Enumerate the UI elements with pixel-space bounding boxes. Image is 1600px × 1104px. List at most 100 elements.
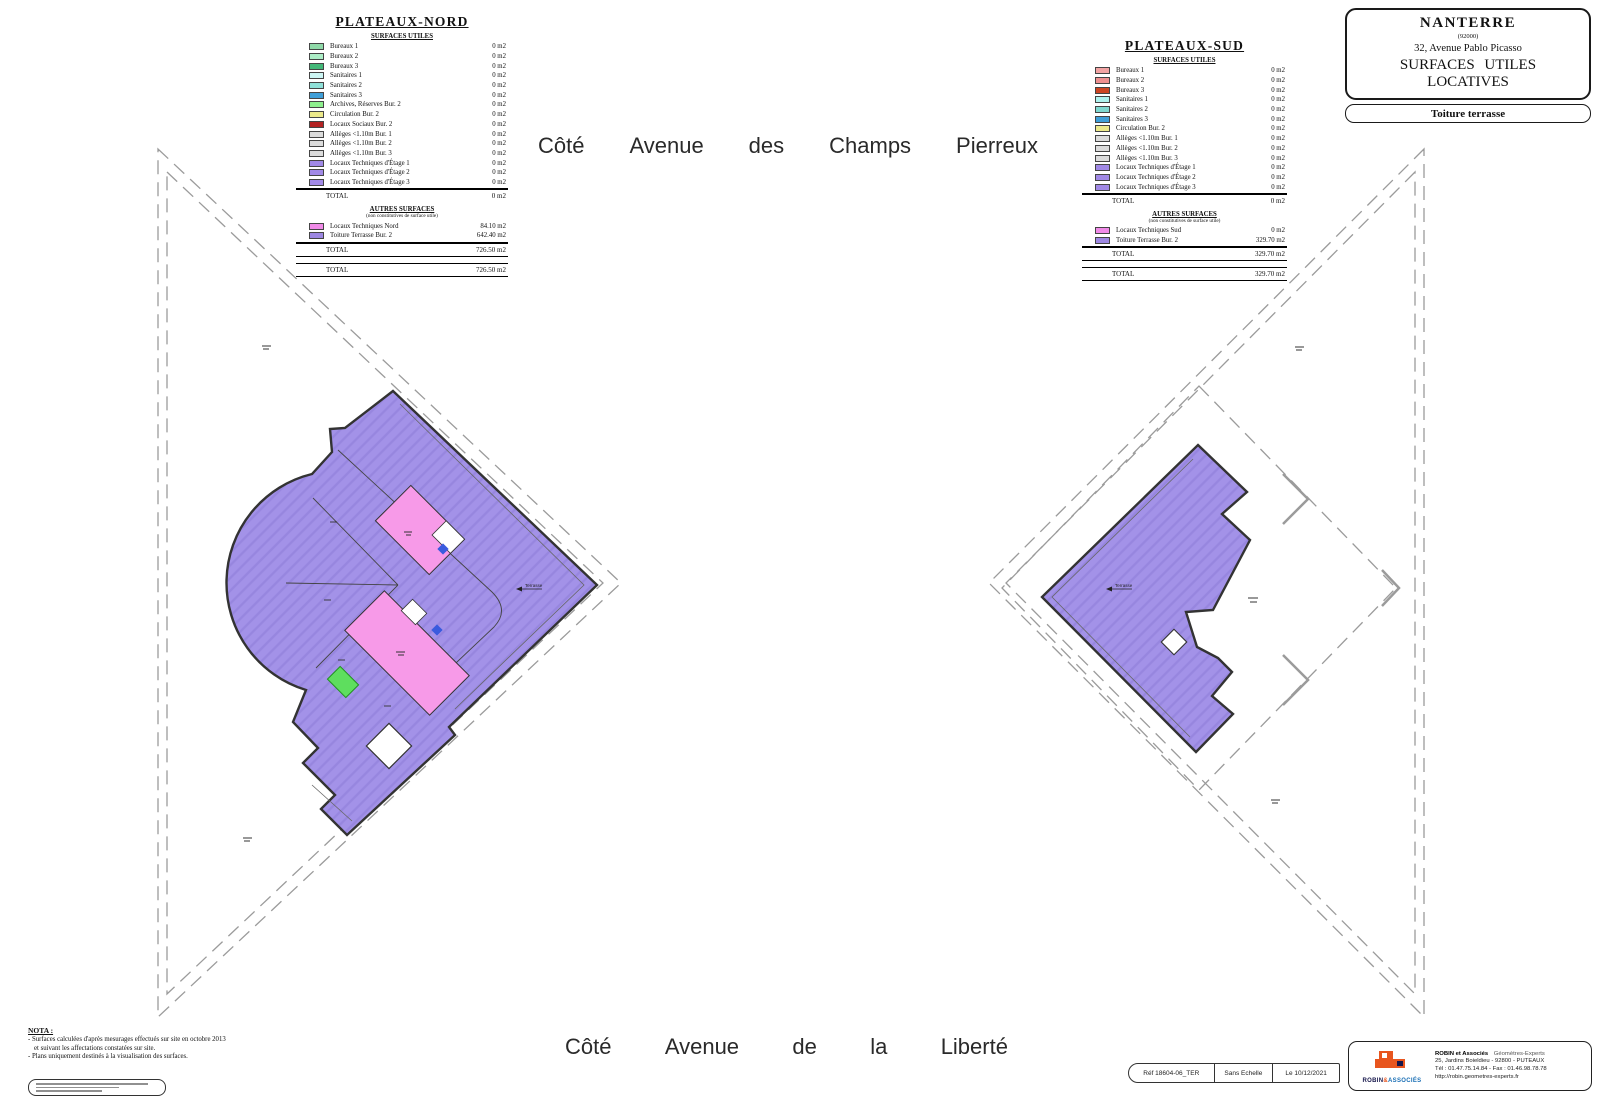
legend-swatch <box>1095 67 1110 75</box>
legend-item: Locaux Techniques d'Étage 3 0 m2 <box>1082 182 1287 192</box>
legend-swatch <box>1095 96 1110 104</box>
autres-surfaces-title: AUTRES SURFACES <box>369 206 435 214</box>
legend-item-value: 0 m2 <box>492 130 506 138</box>
site-corner-marks <box>1282 473 1401 706</box>
street-word: la <box>870 1034 888 1059</box>
north-green-room <box>326 665 360 699</box>
street-caption-top: Côté Avenue des Champs Pierreux <box>538 133 1038 159</box>
firm-info: ROBIN et Associés Géomètres-Experts 25, … <box>1435 1050 1547 1080</box>
legend-plateaux-sud: PLATEAUX-SUD SURFACES UTILES Bureaux 1 0… <box>1082 38 1287 282</box>
legend-item-value: 0 m2 <box>492 120 506 128</box>
legend-item: Locaux Techniques Sud 0 m2 <box>1082 226 1287 236</box>
grand-total-row: TOTAL 726.50 m2 <box>296 262 508 277</box>
legend-swatch <box>1095 183 1110 191</box>
legend-item: Locaux Techniques d'Étage 1 0 m2 <box>296 158 508 168</box>
legend-item-value: 0 m2 <box>1271 135 1285 143</box>
legend-swatch <box>1095 154 1110 162</box>
legend-item-label: Allèges <1.10m Bur. 3 <box>1116 154 1178 162</box>
legend-item-label: Toiture Terrasse Bur. 2 <box>1116 236 1178 244</box>
legend-item-value: 0 m2 <box>492 140 506 148</box>
legend-title: PLATEAUX-NORD <box>335 14 469 29</box>
autres-surfaces-title: AUTRES SURFACES <box>1152 210 1217 218</box>
legend-item-label: Locaux Techniques d'Étage 1 <box>330 159 410 167</box>
stamp-illegible-line <box>36 1086 119 1089</box>
legend-item-label: Bureaux 3 <box>330 62 359 70</box>
legend-item: Bureaux 2 0 m2 <box>1082 76 1287 86</box>
legend-item-value: 0 m2 <box>492 72 506 80</box>
firm-logo-icon <box>1375 1050 1405 1068</box>
autres-total-row: TOTAL 726.50 m2 <box>296 241 508 257</box>
stamp-illegible-line <box>36 1090 102 1092</box>
legend-item-value: 0 m2 <box>1271 164 1285 172</box>
legend-item-label: Sanitaires 1 <box>330 72 362 80</box>
title-city: NANTERRE <box>1419 15 1517 31</box>
legend-item-value: 0 m2 <box>1271 77 1285 85</box>
street-word: Avenue <box>629 133 704 158</box>
legend-item-value: 0 m2 <box>492 111 506 119</box>
street-word: Liberté <box>940 1034 1008 1059</box>
legend-item: Allèges <1.10m Bur. 2 0 m2 <box>1082 144 1287 154</box>
autres-surfaces-subtitle: (non constitutives de surface utile) <box>1148 217 1221 224</box>
legend-item: Locaux Techniques d'Étage 2 0 m2 <box>296 168 508 178</box>
legend-item-label: Sanitaires 2 <box>1116 106 1148 114</box>
legend-item-value: 0 m2 <box>492 62 506 70</box>
legend-swatch <box>309 178 324 186</box>
legend-item-value: 0 m2 <box>1271 86 1285 94</box>
legend-item: Allèges <1.10m Bur. 3 0 m2 <box>296 149 508 159</box>
legend-swatch <box>1095 86 1110 94</box>
north-technical-room-2 <box>344 590 470 716</box>
legend-item-label: Locaux Techniques Nord <box>330 222 399 230</box>
south-roof-outline <box>1040 443 1252 754</box>
legend-item: Bureaux 2 0 m2 <box>296 52 508 62</box>
legend-swatch <box>309 62 324 70</box>
title-main: SURFACES UTILES LOCATIVES <box>1399 57 1537 90</box>
legend-item-list: Bureaux 1 0 m2 Bureaux 2 0 m2 Bureaux 3 … <box>296 42 508 187</box>
legend-item: Bureaux 3 0 m2 <box>296 61 508 71</box>
legend-item: Archives, Réserves Bur. 2 0 m2 <box>296 100 508 110</box>
legend-swatch <box>309 140 324 148</box>
stamp-illegible-line <box>36 1083 149 1085</box>
legend-swatch <box>1095 115 1110 123</box>
legend-item: Sanitaires 2 0 m2 <box>296 81 508 91</box>
level-label-pill: Toiture terrasse <box>1345 104 1591 123</box>
legend-item-value: 0 m2 <box>492 178 506 186</box>
reference-number: Réf 18604-06_TER <box>1143 1069 1200 1077</box>
legend-item-value: 0 m2 <box>1271 96 1285 104</box>
firm-address: 25, Jardins Boieldieu - 92800 - PUTEAUX <box>1435 1058 1545 1065</box>
nota-title: NOTA : <box>28 1026 54 1035</box>
legend-item-value: 0 m2 <box>1271 183 1285 191</box>
legend-item-label: Bureaux 1 <box>330 43 359 51</box>
legend-item: Bureaux 3 0 m2 <box>1082 85 1287 95</box>
legend-item-value: 0 m2 <box>1271 106 1285 114</box>
legend-item: Locaux Techniques d'Étage 3 0 m2 <box>296 178 508 188</box>
legend-item-label: Locaux Techniques d'Étage 2 <box>330 169 410 177</box>
legend-swatch <box>1095 227 1110 235</box>
svg-text:Terrasse: Terrasse <box>525 583 543 588</box>
south-roof-void <box>1160 628 1188 656</box>
legend-item: Sanitaires 3 0 m2 <box>1082 114 1287 124</box>
legend-item-label: Allèges <1.10m Bur. 1 <box>330 130 392 138</box>
scale-label: Sans Echelle <box>1213 1064 1273 1082</box>
legend-subtitle: SURFACES UTILES <box>370 33 433 40</box>
legend-item: Sanitaires 1 0 m2 <box>296 71 508 81</box>
legend-swatch <box>1095 106 1110 114</box>
legend-item-label: Allèges <1.10m Bur. 2 <box>1116 144 1178 152</box>
legend-item-value: 84.10 m2 <box>480 222 506 230</box>
legend-swatch <box>309 91 324 99</box>
title-address: 32, Avenue Pablo Picasso <box>1414 43 1522 54</box>
legend-swatch <box>309 232 324 240</box>
legend-swatch <box>309 72 324 80</box>
legend-swatch <box>1095 236 1110 244</box>
autres-surfaces-subtitle: (non constitutives de surface utile) <box>366 213 438 220</box>
legend-item-label: Locaux Techniques d'Étage 1 <box>1116 164 1196 172</box>
legend-title: PLATEAUX-SUD <box>1124 38 1245 53</box>
legend-item-label: Locaux Techniques d'Étage 3 <box>1116 183 1196 191</box>
grand-total-row: TOTAL 329.70 m2 <box>1082 267 1287 282</box>
street-word: Côté <box>565 1034 612 1059</box>
legend-item-value: 0 m2 <box>492 101 506 109</box>
legend-item: Allèges <1.10m Bur. 1 0 m2 <box>1082 134 1287 144</box>
legend-total-row: TOTAL 0 m2 <box>296 188 508 202</box>
legend-item: Sanitaires 1 0 m2 <box>1082 95 1287 105</box>
legend-item-value: 0 m2 <box>1271 144 1285 152</box>
